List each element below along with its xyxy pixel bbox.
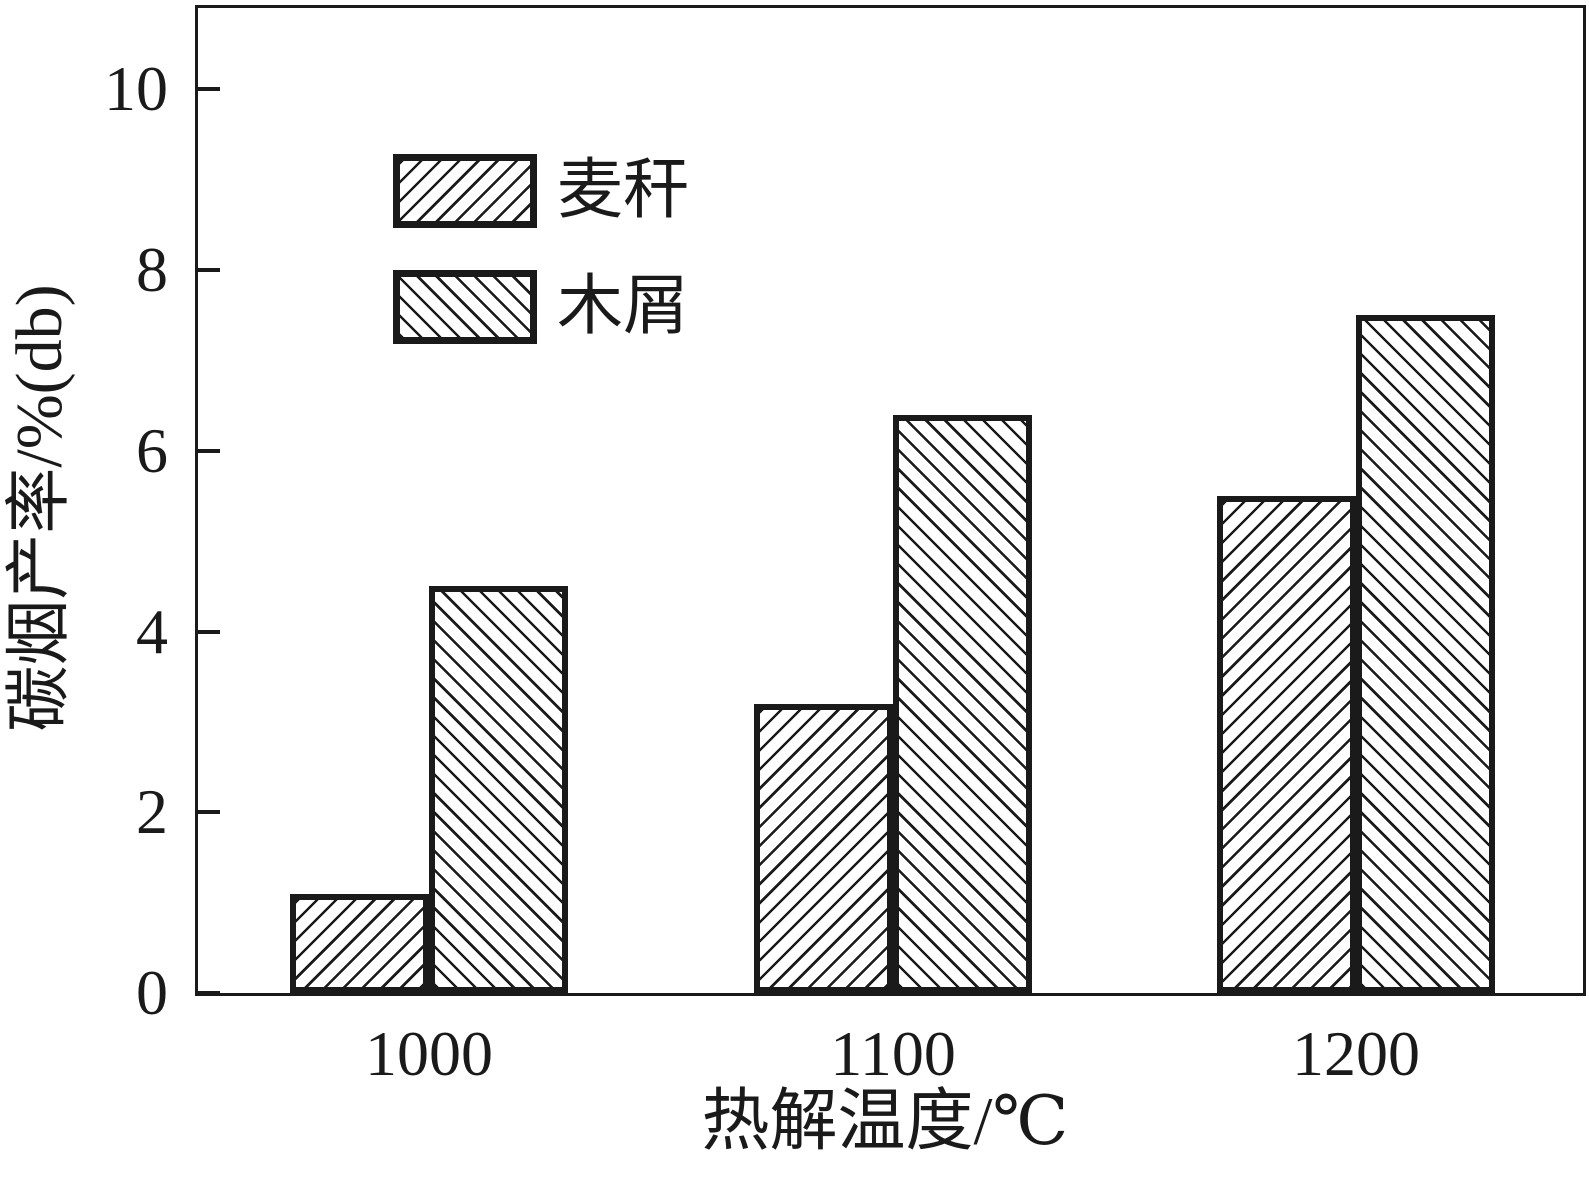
x-axis-title: 热解温度/℃ <box>701 1083 1069 1159</box>
legend-swatch-sawdust <box>393 270 537 344</box>
y-tick-8 <box>198 268 220 273</box>
bar-wheat-straw-1200 <box>1217 496 1356 993</box>
bar-wheat-straw-1100 <box>754 704 893 993</box>
y-tick-6 <box>198 448 220 453</box>
x-tick-label-1200: 1200 <box>1292 1018 1420 1089</box>
legend-label-wheat-straw: 麦秆 <box>557 154 689 227</box>
y-tick-2 <box>198 810 220 815</box>
x-tick-label-1000: 1000 <box>365 1018 493 1089</box>
x-tick-label-1100: 1100 <box>830 1018 956 1089</box>
y-tick-0 <box>198 991 220 995</box>
y-tick-label-0: 0 <box>136 957 168 1028</box>
plot-area: 麦秆 木屑 <box>195 5 1586 996</box>
y-tick-label-4: 4 <box>136 595 168 667</box>
y-tick-10 <box>198 87 220 92</box>
y-tick-4 <box>198 629 220 634</box>
bar-sawdust-1200 <box>1356 315 1495 993</box>
bar-sawdust-1000 <box>429 586 568 993</box>
legend-label-sawdust: 木屑 <box>557 270 689 343</box>
legend-swatch-wheat-straw <box>393 154 537 228</box>
bar-sawdust-1100 <box>893 415 1032 993</box>
y-tick-label-10: 10 <box>104 53 168 125</box>
y-tick-label-6: 6 <box>136 414 168 486</box>
y-tick-label-2: 2 <box>136 776 168 848</box>
legend-item-wheat-straw: 麦秆 <box>393 154 689 228</box>
legend-item-sawdust: 木屑 <box>393 270 689 344</box>
bar-wheat-straw-1000 <box>290 894 429 993</box>
legend: 麦秆 木屑 <box>393 154 689 344</box>
y-tick-label-8: 8 <box>136 234 168 306</box>
